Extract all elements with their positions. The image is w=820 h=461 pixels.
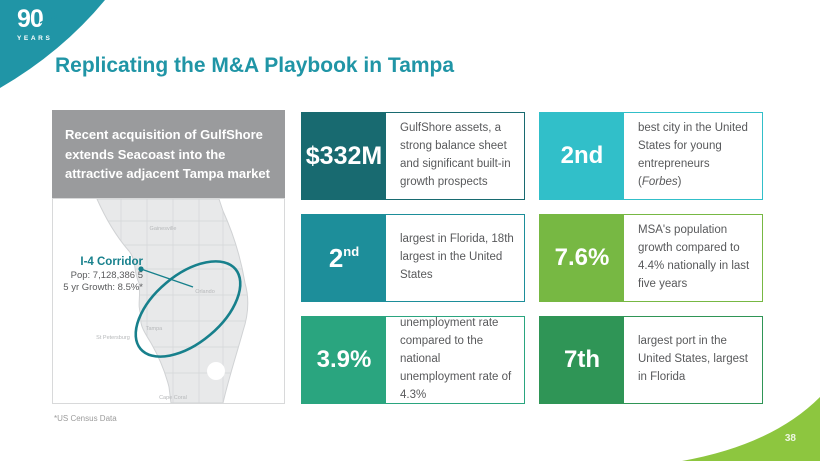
stat-card-population-growth: 7.6% MSA's population growth compared to… [539, 214, 763, 302]
ninety-years-logo: 90 YEARS [17, 5, 59, 42]
callout-population: Pop: 7,128,386 5 [70, 269, 143, 281]
page-title: Replicating the M&A Playbook in Tampa [55, 54, 455, 77]
i4-corridor-callout: I-4 Corridor Pop: 7,128,386 5 5 yr Growt… [55, 256, 143, 294]
stat-description: largest port in the United States, large… [638, 335, 748, 383]
stat-card-best-city: 2nd best city in the United States for y… [539, 112, 763, 200]
bottom-swoosh-shape [682, 397, 820, 461]
logo-label: YEARS [17, 35, 53, 42]
city-labels: Gainesville Orlando Tampa St Petersburg … [96, 226, 215, 401]
city-label: St Petersburg [96, 335, 130, 341]
stat-card-unemployment: 3.9% unemployment rate compared to the n… [301, 316, 525, 404]
stat-description: best city in the United States for young… [638, 122, 748, 188]
city-label: Cape Coral [159, 395, 187, 401]
callout-connector-line [140, 268, 194, 288]
florida-map-graphic: Gainesville Orlando Tampa St Petersburg … [96, 198, 249, 404]
stat-card-largest-port: 7th largest port in the United States, l… [539, 316, 763, 404]
headline-line: Recent acquisition of GulfShore [65, 127, 263, 142]
stat-description: unemployment rate compared to the nation… [400, 317, 512, 401]
stat-value: 7.6% [540, 215, 624, 301]
callout-dot [138, 266, 144, 272]
stat-value: 3.9% [302, 317, 386, 403]
florida-map: Gainesville Orlando Tampa St Petersburg … [52, 198, 285, 404]
callout-growth: 5 yr Growth: 8.5%* [63, 282, 143, 294]
city-label: Tampa [146, 326, 163, 332]
stat-description: largest in Florida, 18th largest in the … [400, 233, 514, 281]
footnote: *US Census Data [54, 414, 117, 423]
logo-number: 90 [17, 5, 44, 33]
stat-value: 2nd [540, 113, 624, 199]
feather-icon [39, 12, 59, 24]
stat-description: MSA's population growth compared to 4.4%… [638, 224, 750, 290]
callout-title: I-4 Corridor [80, 256, 143, 268]
i4-corridor-ellipse [134, 260, 242, 358]
acquisition-headline: Recent acquisition of GulfShore extends … [52, 110, 285, 198]
stat-cards-grid: $332M GulfShore assets, a strong balance… [301, 112, 763, 404]
page-number: 38 [784, 433, 796, 444]
left-panel: Recent acquisition of GulfShore extends … [52, 110, 285, 404]
headline-line: extends Seacoast into the [65, 146, 226, 162]
stat-card-gulfshore-assets: $332M GulfShore assets, a strong balance… [301, 112, 525, 200]
florida-peninsula-shape [96, 198, 249, 404]
stat-description: GulfShore assets, a strong balance sheet… [400, 122, 511, 188]
city-label: Orlando [195, 289, 215, 295]
lake-okeechobee [207, 362, 225, 380]
corner-swoosh-shape [0, 0, 105, 88]
stat-value: 7th [540, 317, 624, 403]
city-label: Gainesville [150, 226, 177, 232]
headline-line: attractive adjacent Tampa market [65, 166, 270, 181]
stat-value: $332M [302, 113, 386, 199]
